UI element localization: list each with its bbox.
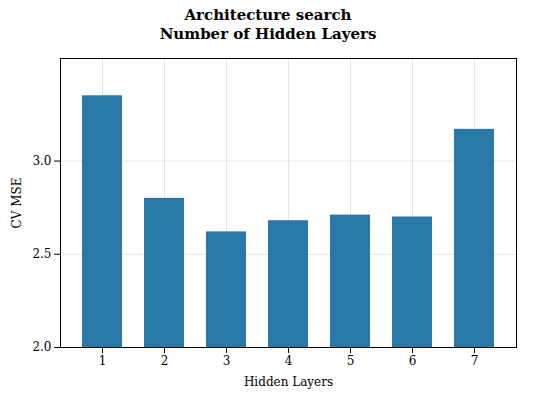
svg-text:3: 3: [223, 354, 231, 368]
svg-text:CV MSE: CV MSE: [10, 177, 24, 228]
svg-text:3.0: 3.0: [32, 153, 51, 167]
svg-text:Hidden Layers: Hidden Layers: [244, 374, 333, 388]
svg-text:6: 6: [409, 354, 417, 368]
svg-text:5: 5: [347, 354, 355, 368]
svg-text:7: 7: [471, 354, 479, 368]
svg-text:1: 1: [99, 354, 107, 368]
svg-text:2.0: 2.0: [32, 340, 51, 354]
svg-text:4: 4: [285, 354, 293, 368]
html-text:Architecture search Number of: Architecture search Number of Hidden Lay…: [159, 6, 377, 43]
svg-text:2.5: 2.5: [32, 247, 51, 261]
svg-text:2: 2: [161, 354, 169, 368]
